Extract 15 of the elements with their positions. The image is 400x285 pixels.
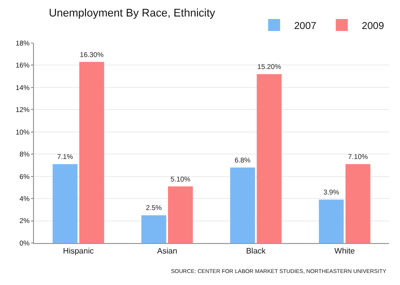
chart-title: Unemployment By Race, Ethnicity — [48, 7, 216, 20]
bar — [141, 215, 166, 243]
bar — [52, 164, 78, 243]
legend-label: 2009 — [362, 20, 384, 32]
x-tick-label: Hispanic — [63, 246, 94, 256]
x-tick-label: Asian — [157, 246, 178, 256]
bar — [168, 186, 193, 243]
x-tick-label: Black — [246, 246, 267, 256]
bar — [346, 164, 370, 243]
bar — [256, 74, 282, 243]
bar — [79, 62, 104, 243]
legend-label: 2007 — [294, 20, 317, 32]
x-tick-label: White — [334, 246, 356, 256]
bar — [318, 200, 344, 243]
bar — [230, 167, 255, 243]
